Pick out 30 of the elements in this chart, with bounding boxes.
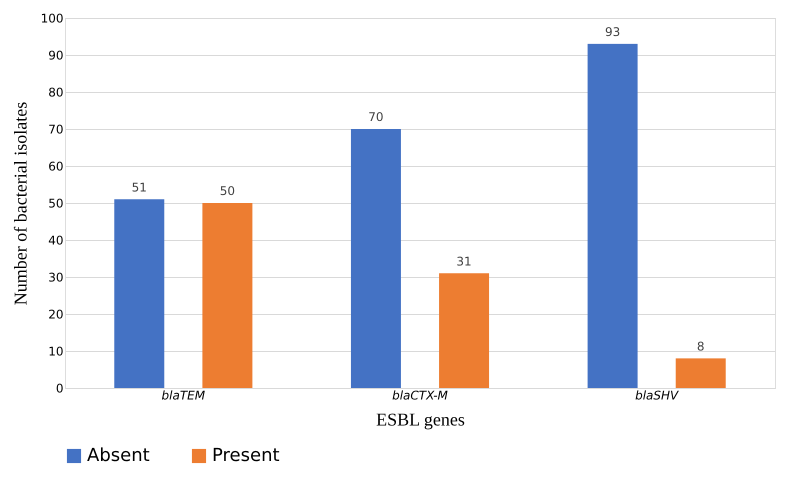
y-axis-title: Number of bacterial isolates bbox=[10, 102, 31, 306]
legend-label: Absent bbox=[87, 445, 150, 466]
y-tick-label: 30 bbox=[48, 270, 64, 284]
y-tick-label: 10 bbox=[48, 344, 64, 358]
bar bbox=[114, 199, 164, 388]
bar bbox=[588, 44, 638, 388]
data-label: 51 bbox=[132, 180, 147, 194]
data-label: 93 bbox=[604, 24, 620, 39]
y-tick-label: 70 bbox=[48, 122, 64, 136]
bar bbox=[202, 203, 252, 388]
y-tick-label: 60 bbox=[48, 160, 64, 174]
x-tick-label: blaTEM bbox=[162, 388, 206, 402]
data-label: 31 bbox=[456, 254, 472, 268]
y-tick-label: 50 bbox=[48, 196, 64, 210]
data-label: 8 bbox=[696, 339, 705, 354]
y-tick-label: 90 bbox=[48, 48, 64, 62]
y-tick-label: 0 bbox=[56, 382, 64, 396]
x-tick-label: blaSHV bbox=[635, 388, 680, 402]
y-tick-label: 20 bbox=[48, 308, 64, 322]
x-tick-label: blaCTX-M bbox=[392, 388, 449, 402]
bar bbox=[439, 273, 490, 388]
data-label: 70 bbox=[368, 110, 384, 124]
bar bbox=[676, 358, 726, 388]
x-axis-title: ESBL genes bbox=[376, 410, 465, 430]
bar bbox=[350, 129, 401, 388]
y-tick-label: 80 bbox=[48, 86, 64, 100]
y-tick-label: 100 bbox=[40, 12, 64, 26]
y-tick-label: 40 bbox=[48, 234, 64, 248]
data-label: 50 bbox=[220, 184, 236, 198]
legend-label: Present bbox=[212, 445, 280, 466]
